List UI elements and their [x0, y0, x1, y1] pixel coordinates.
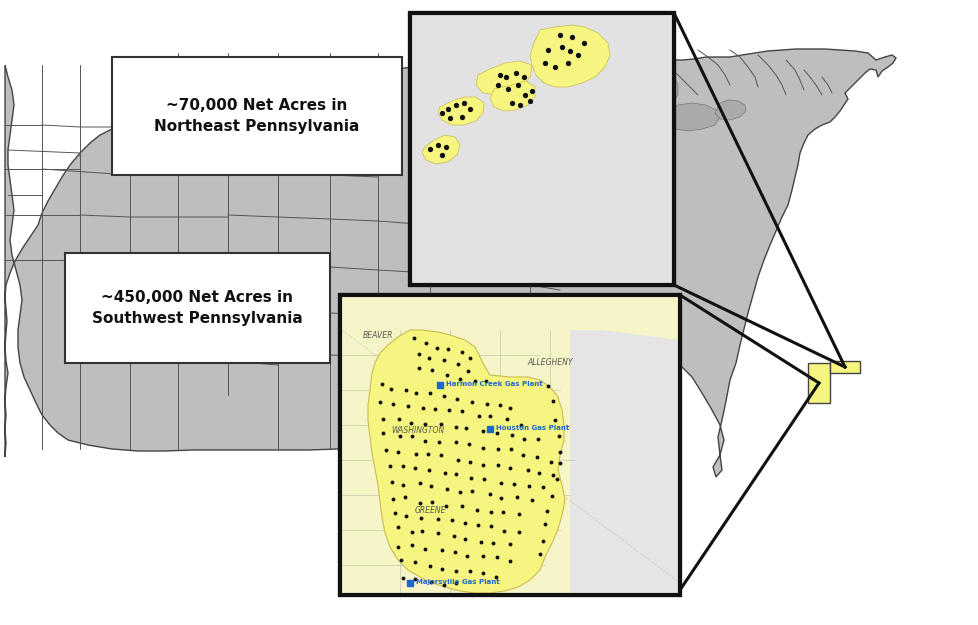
- Text: Harmon Creek Gas Plant: Harmon Creek Gas Plant: [446, 381, 542, 387]
- Polygon shape: [714, 100, 745, 120]
- Text: WASHINGTON: WASHINGTON: [391, 426, 444, 435]
- Polygon shape: [548, 53, 647, 115]
- FancyBboxPatch shape: [807, 363, 829, 403]
- Polygon shape: [592, 57, 627, 100]
- FancyBboxPatch shape: [341, 297, 678, 593]
- Text: ~70,000 Net Acres in
Northeast Pennsylvania: ~70,000 Net Acres in Northeast Pennsylva…: [155, 98, 359, 134]
- Polygon shape: [569, 330, 678, 595]
- Polygon shape: [490, 81, 534, 111]
- FancyBboxPatch shape: [111, 57, 402, 175]
- Text: ~450,000 Net Acres in
Southwest Pennsylvania: ~450,000 Net Acres in Southwest Pennsylv…: [92, 290, 302, 326]
- FancyBboxPatch shape: [829, 361, 859, 373]
- Polygon shape: [475, 61, 531, 95]
- Polygon shape: [437, 97, 483, 125]
- Polygon shape: [529, 25, 609, 87]
- Polygon shape: [635, 73, 678, 115]
- Text: Houston Gas Plant: Houston Gas Plant: [496, 425, 569, 431]
- Text: ALLEGHENY: ALLEGHENY: [527, 358, 572, 367]
- Text: Majorsville Gas Plant: Majorsville Gas Plant: [416, 579, 499, 585]
- Polygon shape: [665, 103, 719, 131]
- Polygon shape: [422, 135, 460, 164]
- FancyBboxPatch shape: [65, 253, 330, 363]
- FancyBboxPatch shape: [339, 295, 680, 595]
- FancyBboxPatch shape: [410, 13, 673, 285]
- FancyBboxPatch shape: [412, 15, 671, 283]
- Polygon shape: [5, 49, 895, 477]
- Text: BEAVER: BEAVER: [363, 331, 393, 340]
- Polygon shape: [368, 330, 564, 593]
- Text: GREENE: GREENE: [414, 506, 445, 515]
